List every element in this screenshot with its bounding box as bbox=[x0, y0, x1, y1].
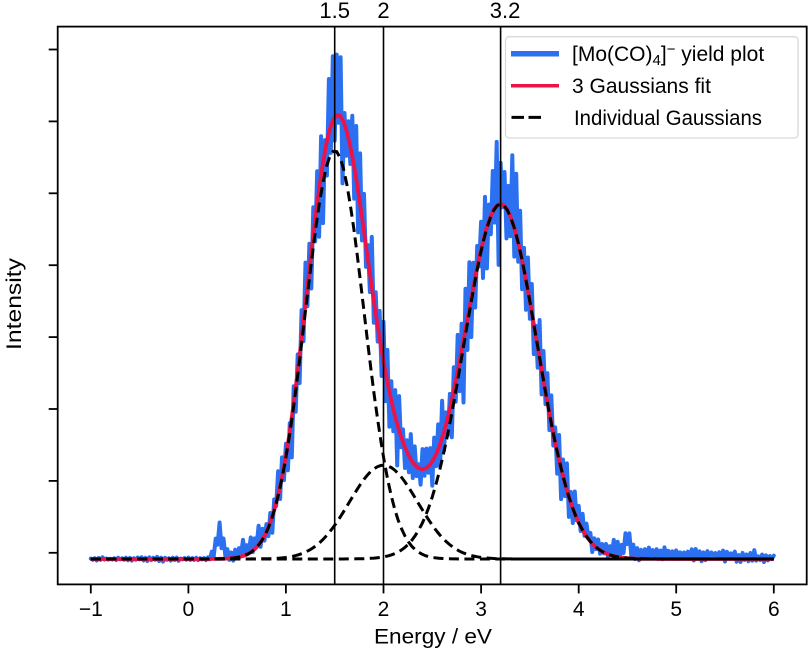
svg-text:Individual Gaussians: Individual Gaussians bbox=[574, 107, 762, 130]
svg-text:Intensity: Intensity bbox=[3, 257, 26, 350]
svg-text:3 Gaussians fit: 3 Gaussians fit bbox=[572, 75, 711, 98]
svg-text:Energy / eV: Energy / eV bbox=[374, 626, 492, 649]
svg-text:6: 6 bbox=[768, 598, 780, 621]
svg-text:1.5: 1.5 bbox=[319, 0, 350, 23]
svg-text:2: 2 bbox=[377, 0, 389, 23]
svg-text:3: 3 bbox=[475, 598, 487, 621]
svg-text:4: 4 bbox=[573, 598, 585, 621]
svg-text:0: 0 bbox=[183, 598, 195, 621]
svg-text:5: 5 bbox=[670, 598, 682, 621]
svg-text:2: 2 bbox=[378, 598, 390, 621]
svg-text:3.2: 3.2 bbox=[490, 0, 521, 23]
svg-text:1: 1 bbox=[280, 598, 292, 621]
svg-text:−1: −1 bbox=[79, 598, 103, 621]
